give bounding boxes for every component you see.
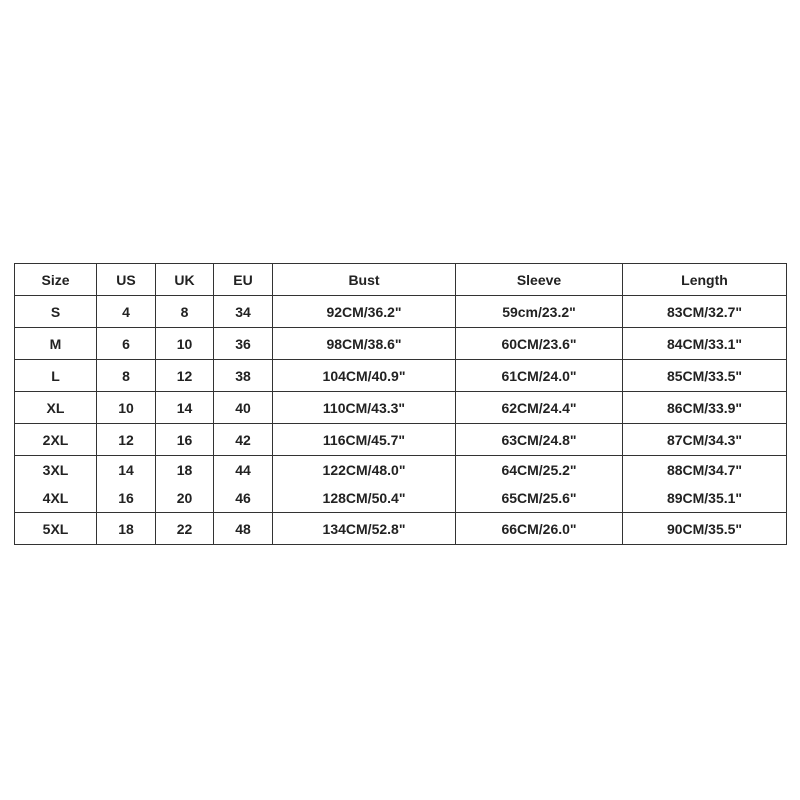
table-cell: 4 — [96, 295, 156, 328]
table-cell: 66CM/26.0" — [455, 512, 623, 545]
table-row: 4XL 16 20 46 128CM/50.4" 65CM/25.6" 89CM/35.1" — [14, 484, 787, 513]
table-cell: 18 — [155, 455, 214, 484]
table-cell: L — [14, 359, 97, 392]
table-cell: 87CM/34.3" — [622, 423, 787, 456]
table-cell: 38 — [213, 359, 273, 392]
table-cell: 8 — [155, 295, 214, 328]
table-cell: 110CM/43.3" — [272, 391, 456, 424]
table-cell: 63CM/24.8" — [455, 423, 623, 456]
table-cell: 3XL — [14, 455, 97, 484]
table-row: M 6 10 36 98CM/38.6" 60CM/23.6" 84CM/33.1" — [14, 327, 787, 360]
column-header: US — [96, 263, 156, 296]
table-cell: 89CM/35.1" — [622, 484, 787, 513]
table-cell: 44 — [213, 455, 273, 484]
table-cell: 42 — [213, 423, 273, 456]
size-chart-table: Size US UK EU Bust Sleeve Length S 4 8 34 92CM/36.2… — [14, 263, 787, 545]
table-cell: 128CM/50.4" — [272, 484, 456, 513]
column-header: EU — [213, 263, 273, 296]
table-cell: 20 — [155, 484, 214, 513]
table-cell: 104CM/40.9" — [272, 359, 456, 392]
table-cell: 36 — [213, 327, 273, 360]
column-header: UK — [155, 263, 214, 296]
table-row: 2XL 12 16 42 116CM/45.7" 63CM/24.8" 87CM/34.3" — [14, 423, 787, 456]
table-row: S 4 8 34 92CM/36.2" 59cm/23.2" 83CM/32.7" — [14, 295, 787, 328]
table-cell: 84CM/33.1" — [622, 327, 787, 360]
table-cell: 65CM/25.6" — [455, 484, 623, 513]
column-header: Length — [622, 263, 787, 296]
table-cell: 90CM/35.5" — [622, 512, 787, 545]
table-cell: 16 — [155, 423, 214, 456]
table-cell: 116CM/45.7" — [272, 423, 456, 456]
table-cell: 12 — [155, 359, 214, 392]
table-cell: S — [14, 295, 97, 328]
table-row: 3XL 14 18 44 122CM/48.0" 64CM/25.2" 88CM/34.7" — [14, 455, 787, 484]
table-cell: 48 — [213, 512, 273, 545]
table-cell: 85CM/33.5" — [622, 359, 787, 392]
table-row: 5XL 18 22 48 134CM/52.8" 66CM/26.0" 90CM/35.5" — [14, 512, 787, 545]
table-row: XL 10 14 40 110CM/43.3" 62CM/24.4" 86CM/33.9" — [14, 391, 787, 424]
table-cell: 8 — [96, 359, 156, 392]
table-cell: 14 — [96, 455, 156, 484]
table-cell: 60CM/23.6" — [455, 327, 623, 360]
table-row: L 8 12 38 104CM/40.9" 61CM/24.0" 85CM/33.5" — [14, 359, 787, 392]
table-cell: 14 — [155, 391, 214, 424]
table-cell: 83CM/32.7" — [622, 295, 787, 328]
table-cell: 122CM/48.0" — [272, 455, 456, 484]
table-cell: 86CM/33.9" — [622, 391, 787, 424]
table-cell: 88CM/34.7" — [622, 455, 787, 484]
table-cell: 6 — [96, 327, 156, 360]
column-header: Size — [14, 263, 97, 296]
table-cell: 34 — [213, 295, 273, 328]
table-cell: 4XL — [14, 484, 97, 513]
header-row: Size US UK EU Bust Sleeve Length — [14, 263, 787, 296]
table-cell: 134CM/52.8" — [272, 512, 456, 545]
table-cell: 10 — [155, 327, 214, 360]
table-cell: 18 — [96, 512, 156, 545]
table-cell: 2XL — [14, 423, 97, 456]
table-cell: 40 — [213, 391, 273, 424]
column-header: Bust — [272, 263, 456, 296]
column-header: Sleeve — [455, 263, 623, 296]
table-cell: 98CM/38.6" — [272, 327, 456, 360]
table-cell: 22 — [155, 512, 214, 545]
table-cell: 59cm/23.2" — [455, 295, 623, 328]
table-cell: M — [14, 327, 97, 360]
table-cell: 10 — [96, 391, 156, 424]
table-cell: 5XL — [14, 512, 97, 545]
table-cell: 92CM/36.2" — [272, 295, 456, 328]
table-cell: 64CM/25.2" — [455, 455, 623, 484]
table-cell: 62CM/24.4" — [455, 391, 623, 424]
table-cell: 12 — [96, 423, 156, 456]
table-cell: 46 — [213, 484, 273, 513]
table-cell: 61CM/24.0" — [455, 359, 623, 392]
table-cell: XL — [14, 391, 97, 424]
table-cell: 16 — [96, 484, 156, 513]
